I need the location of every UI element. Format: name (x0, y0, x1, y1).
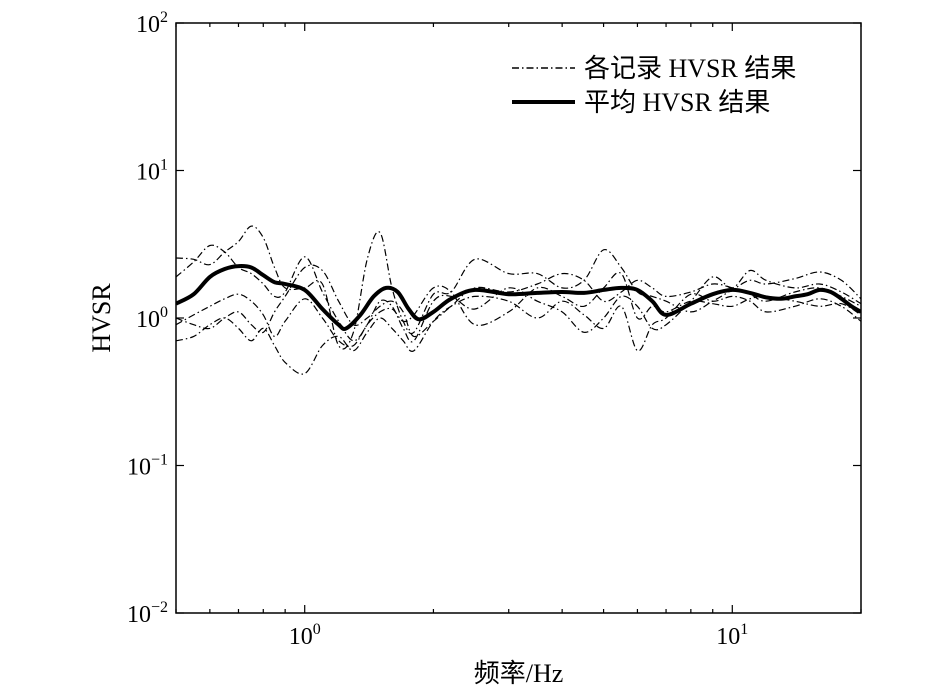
record-hvsr-line-3 (176, 293, 861, 375)
y-tick-label: 10−2 (127, 599, 168, 628)
y-tick-label: 10−1 (127, 452, 168, 481)
record-hvsr-line-4 (176, 271, 861, 348)
y-tick-label: 101 (136, 157, 168, 186)
legend-label-individual: 各记录 HVSR 结果 (584, 54, 796, 83)
legend-label-average: 平均 HVSR 结果 (584, 88, 770, 117)
ticks-layer: 100 101 10−2 10−1 100 101 102 (127, 9, 862, 650)
x-axis-label: 频率/Hz (474, 659, 564, 688)
x-tick-label: 101 (716, 621, 748, 650)
record-hvsr-line-5 (176, 264, 861, 338)
average-hvsr-line (176, 263, 861, 331)
series-layer (176, 225, 861, 375)
y-tick-label: 102 (136, 9, 168, 38)
legend: 各记录 HVSR 结果 平均 HVSR 结果 (512, 54, 796, 117)
record-hvsr-line-2 (176, 244, 861, 343)
record-hvsr-line-1 (176, 225, 861, 350)
y-tick-label: 100 (136, 304, 168, 333)
y-axis-label: HVSR (87, 283, 116, 353)
x-tick-label: 100 (289, 621, 321, 650)
